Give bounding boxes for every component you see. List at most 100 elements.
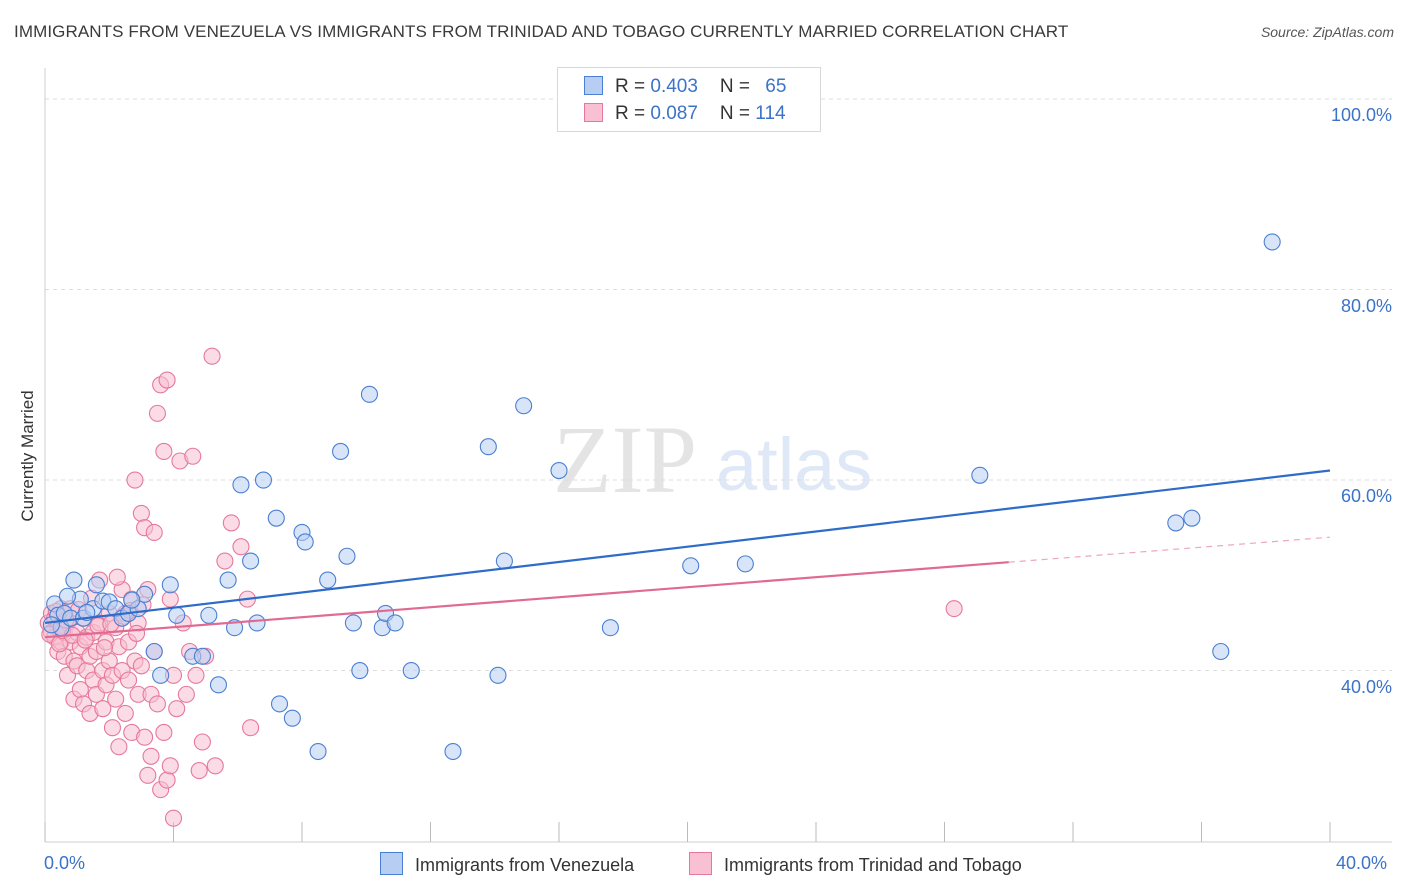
venezuela-point bbox=[331, 442, 350, 461]
trinidad-point bbox=[168, 700, 186, 718]
axes bbox=[44, 68, 1392, 843]
trinidad-point bbox=[108, 568, 126, 586]
venezuela-point bbox=[489, 666, 507, 684]
venezuela-point bbox=[1167, 514, 1185, 532]
venezuela-point bbox=[550, 461, 568, 480]
trinidad-point bbox=[136, 728, 154, 746]
legend-row-trinidad: R = 0.087 N = 114 bbox=[584, 103, 786, 125]
venezuela-point bbox=[161, 576, 179, 594]
venezuela-point bbox=[682, 557, 700, 575]
venezuela-point bbox=[351, 661, 369, 680]
venezuela-point bbox=[344, 614, 362, 632]
venezuela-point bbox=[309, 742, 327, 761]
venezuela-point bbox=[319, 571, 337, 589]
trinidad-point bbox=[94, 700, 112, 718]
trinidad-trend-extension bbox=[1008, 536, 1331, 563]
trinidad-point bbox=[177, 685, 195, 703]
trinidad-point bbox=[222, 514, 240, 532]
watermark: ZIP atlas bbox=[553, 406, 872, 513]
legend-n-value: 65 bbox=[765, 76, 787, 97]
venezuela-point bbox=[971, 466, 989, 484]
venezuela-legend-swatch bbox=[380, 852, 403, 875]
venezuela-point bbox=[168, 606, 186, 624]
venezuela-point bbox=[402, 661, 420, 680]
venezuela-point bbox=[386, 614, 404, 632]
watermark-zip: ZIP bbox=[553, 406, 697, 513]
venezuela-point bbox=[193, 647, 211, 665]
venezuela-point bbox=[42, 616, 60, 634]
trinidad-point bbox=[76, 631, 94, 649]
y-tick-label: 60.0% bbox=[1340, 486, 1392, 507]
trinidad-point bbox=[103, 719, 122, 737]
trinidad-point bbox=[95, 639, 113, 657]
venezuela-point bbox=[242, 552, 260, 570]
trinidad-point bbox=[148, 404, 166, 422]
trinidad-point bbox=[107, 690, 125, 708]
trinidad-point bbox=[142, 747, 160, 765]
source-label: Source: ZipAtlas.com bbox=[1260, 24, 1394, 40]
venezuela-point bbox=[601, 619, 619, 637]
venezuela-point bbox=[219, 571, 237, 589]
trinidad-points bbox=[39, 347, 963, 827]
venezuela-point bbox=[736, 555, 754, 573]
trinidad-point bbox=[158, 771, 176, 789]
venezuela-point bbox=[87, 576, 105, 594]
trinidad-point bbox=[148, 695, 166, 713]
venezuela-point bbox=[58, 587, 77, 605]
venezuela-point bbox=[145, 642, 163, 661]
y-tick-label: 40.0% bbox=[1340, 676, 1392, 697]
venezuela-point bbox=[248, 614, 266, 632]
trinidad-point bbox=[216, 552, 234, 570]
venezuela-swatch bbox=[584, 76, 603, 95]
legend-r-value: 0.403 bbox=[650, 76, 698, 97]
trinidad-point bbox=[242, 719, 260, 737]
venezuela-point bbox=[1263, 233, 1281, 251]
bottom-legend-venezuela: Immigrants from Venezuela bbox=[380, 852, 634, 876]
trinidad-point bbox=[161, 757, 179, 775]
trinidad-point bbox=[132, 657, 150, 675]
trinidad-point bbox=[155, 442, 173, 461]
trinidad-point bbox=[158, 371, 176, 389]
venezuela-point bbox=[254, 471, 273, 489]
venezuela-point bbox=[209, 676, 228, 694]
venezuela-point bbox=[479, 438, 497, 456]
venezuela-point bbox=[338, 547, 356, 565]
trinidad-point bbox=[193, 733, 211, 751]
venezuela-point bbox=[270, 695, 289, 713]
trinidad-point bbox=[164, 809, 183, 827]
venezuela-point bbox=[495, 552, 513, 570]
bottom-legend-trinidad: Immigrants from Trinidad and Tobago bbox=[689, 852, 1022, 876]
trinidad-point bbox=[161, 590, 179, 608]
bottom-legend-label: Immigrants from Trinidad and Tobago bbox=[724, 855, 1022, 875]
venezuela-points bbox=[42, 233, 1281, 761]
trinidad-swatch bbox=[584, 103, 603, 122]
stats-legend: R = 0.403 N = 65 R = 0.087 N = 114 bbox=[557, 67, 821, 132]
venezuela-point bbox=[296, 533, 314, 551]
trinidad-point bbox=[190, 762, 208, 780]
trinidad-point bbox=[126, 471, 144, 489]
trinidad-point bbox=[187, 666, 205, 684]
venezuela-point bbox=[200, 606, 218, 624]
trinidad-point bbox=[203, 347, 221, 365]
trinidad-point bbox=[128, 624, 146, 642]
trinidad-point bbox=[110, 738, 128, 756]
trinidad-point bbox=[145, 523, 163, 541]
legend-r-label: R = bbox=[615, 103, 651, 124]
venezuela-point bbox=[360, 385, 379, 403]
venezuela-point bbox=[152, 666, 170, 684]
x-tick-label-min: 0.0% bbox=[44, 853, 86, 873]
trinidad-point bbox=[206, 757, 224, 775]
trinidad-point bbox=[116, 704, 134, 722]
trinidad-point bbox=[945, 600, 963, 618]
legend-n-label: N = bbox=[719, 103, 756, 124]
venezuela-point bbox=[232, 476, 250, 494]
legend-n-value: 114 bbox=[755, 103, 786, 124]
trend-lines bbox=[44, 469, 1331, 639]
trinidad-point bbox=[139, 766, 157, 784]
venezuela-point bbox=[515, 397, 533, 415]
y-tick-label: 80.0% bbox=[1340, 295, 1392, 316]
venezuela-point bbox=[65, 571, 83, 589]
trinidad-point bbox=[119, 671, 138, 689]
bottom-legend-label: Immigrants from Venezuela bbox=[415, 855, 635, 875]
venezuela-point bbox=[444, 742, 462, 761]
